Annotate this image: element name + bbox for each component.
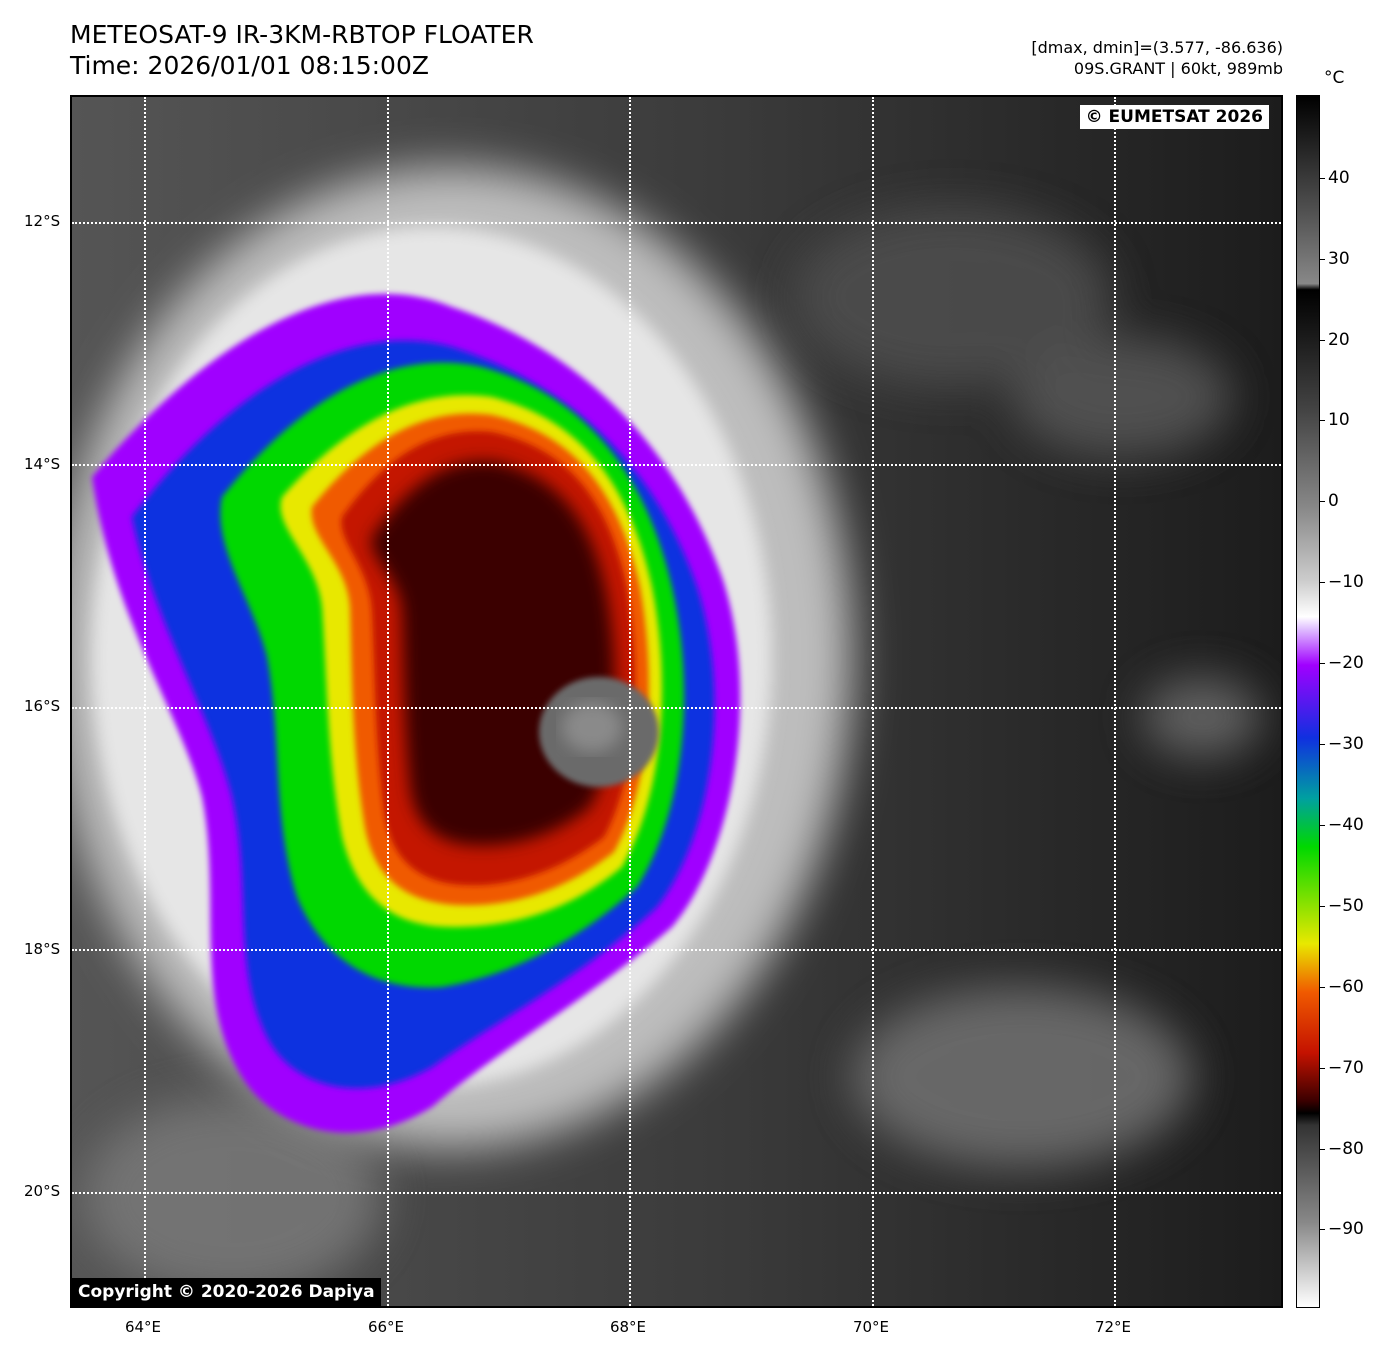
colorbar-tick: −30 [1328,734,1364,754]
colorbar-tick: −40 [1328,815,1364,835]
gridline-lat-18 [72,949,1281,951]
tropical-cyclone [72,167,852,1147]
colorbar-tick: 0 [1328,491,1339,511]
colorbar-tick: −50 [1328,896,1364,916]
gridline-lon-70 [872,97,874,1306]
colorbar-mark [1320,1068,1325,1069]
data-range-label: [dmax, dmin]=(3.577, -86.636) [1031,38,1283,57]
colorbar-mark [1320,1149,1325,1150]
dapiya-watermark: Copyright © 2020-2026 Dapiya [72,1278,381,1306]
colorbar [1296,95,1320,1308]
colorbar-tick: 40 [1328,168,1350,188]
colorbar-tick: −90 [1328,1219,1364,1239]
lat-tick-16: 16°S [24,697,61,715]
lat-tick-18: 18°S [24,940,61,958]
colorbar-tick: −70 [1328,1058,1364,1078]
ir-image [72,97,1281,1306]
colorbar-tick: −60 [1328,977,1364,997]
lon-tick-64: 64°E [124,1318,162,1336]
colorbar-mark [1320,1229,1325,1230]
lon-tick-72: 72°E [1094,1318,1132,1336]
colorbar-mark [1320,420,1325,421]
gridline-lat-20 [72,1192,1281,1194]
gridline-lat-12 [72,222,1281,224]
lat-tick-12: 12°S [24,212,61,230]
gridline-lon-68 [629,97,631,1306]
colorbar-mark [1320,178,1325,179]
lat-tick-14: 14°S [24,455,61,473]
gridline-lon-72 [1114,97,1116,1306]
colorbar-tick: 30 [1328,249,1350,269]
colorbar-tick: −10 [1328,572,1364,592]
lon-tick-70: 70°E [852,1318,890,1336]
colorbar-tick: −80 [1328,1139,1364,1159]
gridline-lat-16 [72,707,1281,709]
gridline-lat-14 [72,464,1281,466]
colorbar-mark [1320,501,1325,502]
gridline-lon-64 [144,97,146,1306]
colorbar-tick: 20 [1328,330,1350,350]
colorbar-mark [1320,582,1325,583]
map-title: METEOSAT-9 IR-3KM-RBTOP FLOATER [70,20,534,49]
colorbar-tick: −20 [1328,653,1364,673]
lon-tick-68: 68°E [609,1318,647,1336]
colorbar-mark [1320,906,1325,907]
eumetsat-watermark: © EUMETSAT 2026 [1079,105,1269,129]
colorbar-mark [1320,744,1325,745]
colorbar-tick: 10 [1328,410,1350,430]
lon-tick-66: 66°E [367,1318,405,1336]
colorbar-mark [1320,825,1325,826]
map-time: Time: 2026/01/01 08:15:00Z [70,51,429,80]
colorbar-unit: °C [1324,68,1345,88]
gridline-lon-66 [387,97,389,1306]
satellite-imagery-panel: © EUMETSAT 2026 Copyright © 2020-2026 Da… [70,95,1283,1308]
lat-tick-20: 20°S [24,1182,61,1200]
colorbar-mark [1320,987,1325,988]
colorbar-mark [1320,340,1325,341]
storm-info-label: 09S.GRANT | 60kt, 989mb [1073,59,1283,78]
colorbar-mark [1320,259,1325,260]
colorbar-mark [1320,663,1325,664]
